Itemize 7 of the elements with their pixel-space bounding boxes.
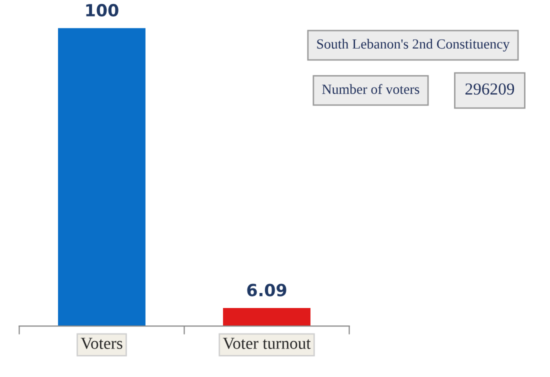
x-tick-label: Voter turnout xyxy=(222,338,311,350)
annotation: South Lebanon's 2nd Constituency xyxy=(317,38,510,52)
data-label: 6.09 xyxy=(247,284,286,296)
x-tick-label: Voters xyxy=(80,338,122,350)
annotation: Number of voters xyxy=(322,84,420,94)
data-label: 100 xyxy=(86,4,118,17)
text: 296209 xyxy=(465,83,514,95)
